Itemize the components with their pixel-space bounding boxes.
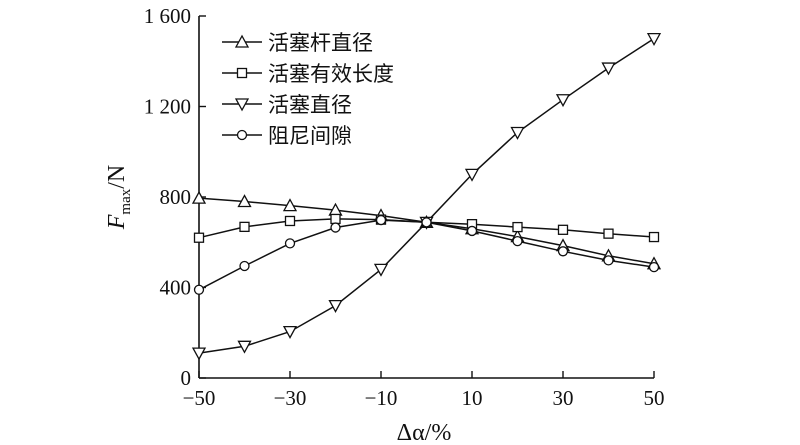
series-4 [193,214,660,295]
data-point [191,347,207,361]
data-point [330,213,341,225]
legend-marker [236,67,248,79]
data-point [464,168,480,182]
data-point [512,221,523,233]
data-point [555,94,571,108]
x-tick-label: 50 [644,386,665,410]
legend-marker [234,34,250,48]
data-point [282,325,298,339]
data-point [510,126,525,140]
data-point [328,299,343,313]
data-point [284,238,296,249]
legend-label: 阻尼间隙 [268,124,352,148]
data-point [601,62,616,76]
data-point [421,217,432,228]
data-point [373,263,389,277]
x-tick-label: −30 [274,386,307,410]
data-point [284,215,296,227]
data-point [237,340,252,354]
data-point [239,221,250,233]
legend-label: 活塞直径 [268,93,352,117]
x-tick-label: 10 [462,386,483,410]
series-3 [191,32,662,361]
legend-label: 活塞有效长度 [268,62,394,86]
data-point [466,225,478,237]
data-point [193,284,205,295]
data-point [237,194,252,208]
data-point [282,198,298,212]
y-tick-label: 0 [181,366,192,390]
y-axis-title-unit: /N [104,165,130,189]
data-point [375,214,387,226]
x-tick-label: −10 [365,386,398,410]
y-axis-title-main: F [104,214,130,230]
legend-marker [236,129,248,141]
data-point [648,261,660,273]
data-point [557,246,569,257]
x-tick-label: −50 [183,386,216,410]
y-tick-label: 800 [160,185,192,209]
data-point [193,232,205,243]
y-axis-title: Fmax/N [104,165,134,231]
x-axis-title: Δα/% [397,420,452,445]
series-line [198,219,655,291]
y-tick-label: 1 200 [144,95,191,119]
ticks: 0 400 800 1 200 1 600 −50 −30 −10 10 30 50 [144,4,665,410]
y-axis-title-sub: max [118,188,134,214]
legend-label: 活塞杆直径 [268,31,373,55]
data-point [330,222,341,233]
series-layer [191,32,662,361]
series-line [198,197,655,265]
legend-item: 阻尼间隙 [222,124,352,148]
data-point [603,255,614,266]
data-point [557,224,569,235]
data-point [603,228,614,239]
data-point [648,231,660,243]
y-tick-label: 400 [160,276,192,300]
legend-item: 活塞杆直径 [222,31,373,55]
y-tick-label: 1 600 [144,4,191,28]
legend-marker [234,98,250,112]
legend-item: 活塞有效长度 [222,62,394,86]
data-point [239,260,250,272]
data-point [512,235,523,247]
data-point [646,32,662,46]
x-tick-label: 30 [553,386,574,410]
data-point [191,190,207,204]
legend-item: 活塞直径 [222,93,352,117]
